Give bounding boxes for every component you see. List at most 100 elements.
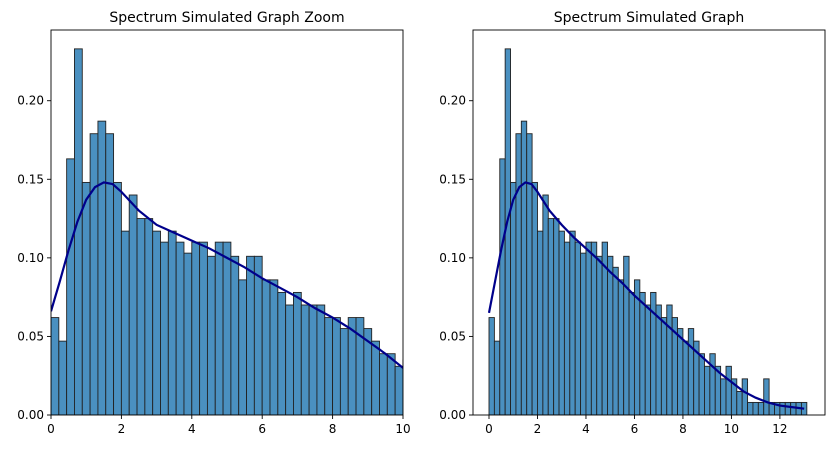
x-tick-label: 8 bbox=[679, 422, 687, 436]
x-tick-label: 12 bbox=[772, 422, 787, 436]
histogram-bar bbox=[253, 255, 263, 415]
histogram-bar bbox=[563, 241, 571, 415]
histogram-bar bbox=[355, 317, 365, 415]
chart-zoom: Spectrum Simulated Graph Zoom 0 2 4 6 8 10 0.0… bbox=[17, 10, 419, 436]
x-tick-label: 4 bbox=[582, 422, 590, 436]
histogram-bar bbox=[324, 317, 334, 415]
histogram-bar bbox=[411, 354, 419, 415]
histogram-bar bbox=[269, 279, 279, 415]
histogram-bar bbox=[51, 317, 60, 415]
histogram-bar bbox=[113, 181, 122, 415]
x-tick-label: 6 bbox=[631, 422, 639, 436]
histogram-bar bbox=[136, 218, 146, 415]
histogram-bar bbox=[191, 241, 201, 415]
chart-title: Spectrum Simulated Graph bbox=[554, 10, 744, 26]
x-axis: 0 2 4 6 8 10 bbox=[47, 415, 411, 436]
histogram-bar bbox=[704, 365, 711, 415]
x-tick-label: 4 bbox=[188, 422, 196, 436]
histogram-bar bbox=[574, 241, 582, 415]
histogram-bar bbox=[747, 401, 754, 415]
histogram-bar bbox=[81, 181, 91, 415]
histogram-bar bbox=[612, 266, 619, 415]
kde-line bbox=[51, 181, 403, 369]
histogram-bar bbox=[316, 304, 326, 415]
x-tick-label: 8 bbox=[329, 422, 337, 436]
histogram-bar bbox=[709, 353, 716, 415]
histogram-bar bbox=[617, 279, 625, 415]
histogram-bar bbox=[757, 401, 765, 415]
histogram-bar bbox=[230, 255, 240, 415]
histogram-bar bbox=[89, 133, 99, 415]
histogram-bar bbox=[526, 133, 533, 415]
histogram-bar bbox=[285, 304, 294, 415]
x-tick-label: 0 bbox=[485, 422, 493, 436]
histogram-bar bbox=[261, 279, 271, 415]
histogram-bar bbox=[58, 340, 68, 415]
histogram-bar bbox=[784, 401, 792, 415]
histogram-bar bbox=[725, 365, 732, 415]
histogram-bar bbox=[493, 340, 501, 415]
histogram-bar bbox=[152, 230, 161, 415]
histogram-bar bbox=[580, 252, 587, 415]
histogram-bar bbox=[128, 194, 138, 415]
x-tick-label: 0 bbox=[47, 422, 55, 436]
histogram-bar bbox=[144, 218, 154, 415]
histogram-bar bbox=[660, 317, 668, 415]
histogram-bar bbox=[607, 255, 614, 415]
histogram-bar bbox=[628, 291, 635, 415]
histogram-bar bbox=[332, 317, 341, 415]
histogram-bar bbox=[339, 328, 349, 415]
histogram-bar bbox=[167, 230, 177, 415]
histogram-bar bbox=[160, 241, 169, 415]
x-tick-label: 10 bbox=[395, 422, 410, 436]
histogram-bar bbox=[790, 401, 797, 415]
bars bbox=[488, 48, 808, 415]
histogram-bar bbox=[66, 158, 75, 415]
histogram-bar bbox=[547, 218, 555, 415]
histogram-bar bbox=[763, 378, 770, 415]
histogram-bar bbox=[515, 133, 522, 415]
histogram-bar bbox=[97, 120, 107, 415]
histogram-bar bbox=[246, 255, 255, 415]
histogram-bar bbox=[105, 133, 115, 415]
histogram-bar bbox=[183, 252, 193, 415]
histogram-bar bbox=[394, 365, 403, 415]
histogram-bar bbox=[206, 255, 216, 415]
y-tick-label: 0.00 bbox=[439, 408, 466, 422]
histogram-bar bbox=[386, 353, 396, 415]
y-tick-label: 0.10 bbox=[439, 251, 466, 265]
y-tick-label: 0.00 bbox=[17, 408, 44, 422]
histogram-bar bbox=[585, 241, 592, 415]
y-tick-label: 0.20 bbox=[17, 94, 44, 108]
histogram-bar bbox=[677, 328, 684, 415]
histogram-bar bbox=[553, 218, 560, 415]
histogram-bar bbox=[590, 241, 598, 415]
kde-line bbox=[487, 181, 805, 410]
plot-frame bbox=[50, 29, 404, 416]
histogram-bar bbox=[277, 291, 287, 415]
histogram-bar bbox=[531, 181, 538, 415]
histogram-bar bbox=[779, 401, 786, 415]
histogram-bar bbox=[682, 340, 689, 415]
histogram-bar bbox=[379, 353, 388, 415]
histogram-bar bbox=[402, 359, 403, 415]
histogram-bar bbox=[488, 317, 495, 415]
x-axis: 0 2 4 6 8 10 12 bbox=[485, 415, 788, 436]
plot-frame bbox=[472, 29, 826, 416]
histogram-bar bbox=[222, 241, 232, 415]
histogram-bar bbox=[308, 304, 318, 415]
histogram-bar bbox=[542, 194, 549, 415]
y-tick-label: 0.05 bbox=[17, 329, 44, 343]
histogram-bar bbox=[736, 390, 743, 415]
y-axis: 0.00 0.05 0.10 0.15 0.20 bbox=[17, 94, 51, 422]
y-tick-label: 0.20 bbox=[439, 94, 466, 108]
histogram-bar bbox=[510, 181, 517, 415]
x-tick-label: 2 bbox=[534, 422, 542, 436]
histogram-bar bbox=[499, 158, 506, 415]
histogram-bar bbox=[371, 340, 380, 415]
y-tick-label: 0.05 bbox=[439, 329, 466, 343]
chart-title: Spectrum Simulated Graph Zoom bbox=[109, 10, 344, 26]
x-tick-label: 10 bbox=[724, 422, 739, 436]
histogram-bar bbox=[520, 120, 528, 415]
